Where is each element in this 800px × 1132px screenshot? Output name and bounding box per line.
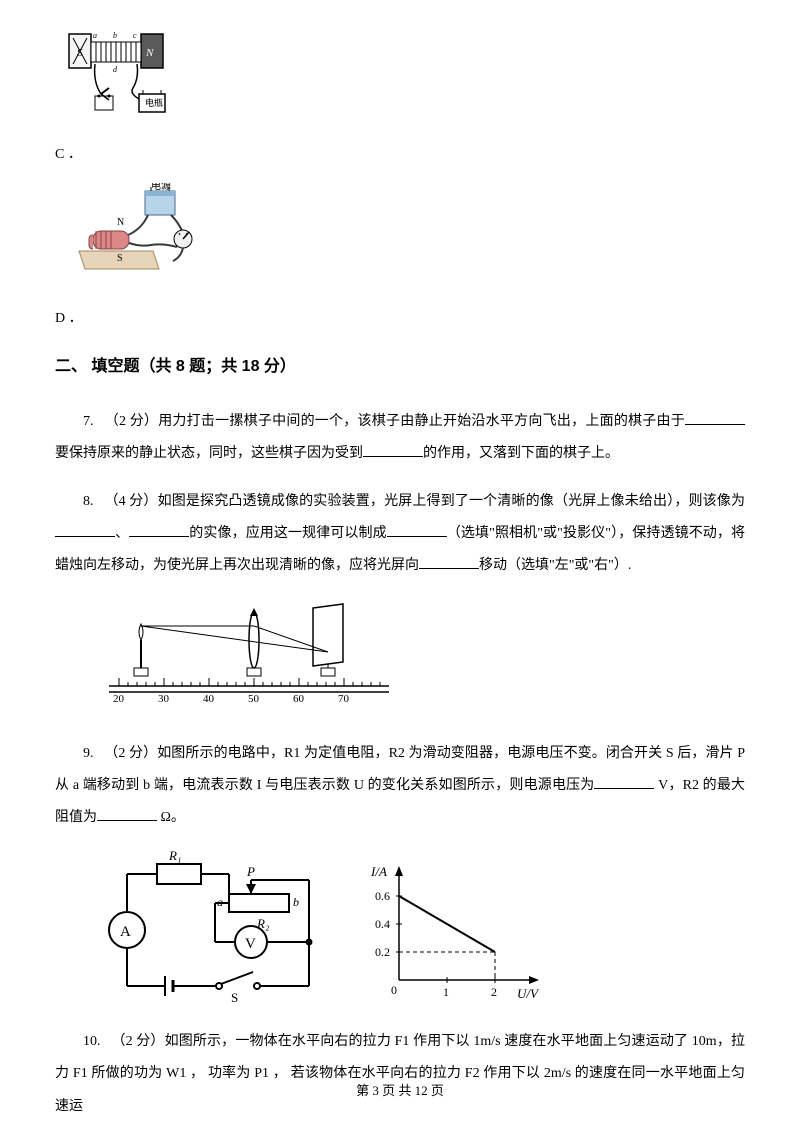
svg-text:0.4: 0.4 bbox=[375, 917, 390, 931]
question-8: 8. （4 分）如图是探究凸透镜成像的实验装置，光屏上得到了一个清晰的像（光屏上… bbox=[55, 486, 745, 583]
q7-part3: 的作用，又落到下面的棋子上。 bbox=[423, 446, 619, 461]
option-c-label: C ． bbox=[55, 139, 82, 171]
option-c-diagram: S N a b c d 电瓶 bbox=[63, 20, 745, 133]
svg-text:N: N bbox=[117, 217, 124, 228]
q9-num: 9. bbox=[83, 746, 94, 761]
svg-text:30: 30 bbox=[158, 693, 170, 705]
q8-figure: 20 30 40 50 60 70 bbox=[99, 598, 745, 721]
q7-blank1[interactable] bbox=[685, 411, 745, 425]
svg-text:20: 20 bbox=[113, 693, 125, 705]
option-d-diagram: 电源 N S bbox=[63, 183, 745, 296]
option-d-block: 电源 N S D ． bbox=[55, 183, 745, 334]
svg-text:b: b bbox=[113, 31, 117, 40]
svg-text:70: 70 bbox=[338, 693, 350, 705]
q8-part2: 、 bbox=[115, 526, 129, 541]
svg-text:S: S bbox=[231, 990, 238, 1005]
option-c-block: S N a b c d 电瓶 C ． bbox=[55, 20, 745, 171]
svg-text:A: A bbox=[120, 924, 131, 940]
q9-points: （2 分） bbox=[104, 746, 157, 761]
svg-text:电瓶: 电瓶 bbox=[145, 97, 163, 108]
q7-points: （2 分） bbox=[105, 414, 158, 429]
q9-graph: I/A U/V 0.6 0.4 0.2 0 1 2 bbox=[369, 860, 549, 1010]
svg-text:b: b bbox=[293, 895, 299, 909]
q8-part5: 移动（选填"左"或"右"）. bbox=[479, 558, 631, 573]
q9-part3: Ω。 bbox=[157, 810, 185, 825]
question-10: 10. （2 分）如图所示，一物体在水平向右的拉力 F1 作用下以 1m/s 速… bbox=[55, 1026, 745, 1123]
q8-num: 8. bbox=[83, 494, 94, 509]
svg-text:电源: 电源 bbox=[151, 183, 171, 192]
question-7: 7. （2 分）用力打击一摞棋子中间的一个，该棋子由静止开始沿水平方向飞出，上面… bbox=[55, 406, 745, 470]
q8-blank4[interactable] bbox=[419, 555, 479, 569]
svg-text:60: 60 bbox=[293, 693, 305, 705]
svg-text:I/A: I/A bbox=[370, 864, 387, 879]
svg-text:R₁: R₁ bbox=[168, 850, 181, 863]
svg-text:0: 0 bbox=[391, 983, 397, 997]
q10-num: 10. bbox=[83, 1034, 101, 1049]
q7-part1: 用力打击一摞棋子中间的一个，该棋子由静止开始沿水平方向飞出，上面的棋子由于 bbox=[158, 414, 685, 429]
svg-text:0.2: 0.2 bbox=[375, 945, 390, 959]
q8-part1: 如图是探究凸透镜成像的实验装置，光屏上得到了一个清晰的像（光屏上像未给出），则该… bbox=[158, 494, 745, 509]
question-9: 9. （2 分）如图所示的电路中，R1 为定值电阻，R2 为滑动变阻器，电源电压… bbox=[55, 738, 745, 835]
q10-points: （2 分） bbox=[111, 1034, 164, 1049]
svg-text:50: 50 bbox=[248, 693, 260, 705]
svg-text:U/V: U/V bbox=[517, 986, 540, 1001]
q8-blank2[interactable] bbox=[129, 523, 189, 537]
svg-text:N: N bbox=[145, 47, 154, 59]
q9-blank2[interactable] bbox=[97, 807, 157, 821]
q8-part3: 的实像，应用这一规律可以制成 bbox=[189, 526, 387, 541]
svg-text:V: V bbox=[245, 936, 256, 952]
option-d-label: D ． bbox=[55, 303, 83, 335]
svg-text:P: P bbox=[246, 864, 255, 879]
q8-points: （4 分） bbox=[104, 494, 157, 509]
svg-text:c: c bbox=[133, 31, 137, 40]
section-title: 二、 填空题（共 8 题；共 18 分） bbox=[55, 349, 745, 386]
q7-blank2[interactable] bbox=[363, 443, 423, 457]
svg-text:S: S bbox=[77, 47, 83, 59]
svg-text:1: 1 bbox=[443, 985, 449, 999]
svg-text:40: 40 bbox=[203, 693, 215, 705]
q7-part2: 要保持原来的静止状态，同时，这些棋子因为受到 bbox=[55, 446, 363, 461]
svg-text:d: d bbox=[113, 65, 118, 74]
svg-text:S: S bbox=[117, 253, 123, 264]
svg-text:0.6: 0.6 bbox=[375, 889, 390, 903]
q9-circuit-diagram: R₁ a b P R₂ V A S bbox=[99, 850, 339, 1010]
svg-text:a: a bbox=[93, 31, 97, 40]
q7-num: 7. bbox=[83, 414, 94, 429]
svg-text:2: 2 bbox=[491, 985, 497, 999]
q9-figure: R₁ a b P R₂ V A S bbox=[99, 850, 745, 1010]
q8-blank1[interactable] bbox=[55, 523, 115, 537]
q9-blank1[interactable] bbox=[594, 775, 654, 789]
q8-blank3[interactable] bbox=[387, 523, 447, 537]
page-footer: 第 3 页 共 12 页 bbox=[0, 1076, 800, 1106]
